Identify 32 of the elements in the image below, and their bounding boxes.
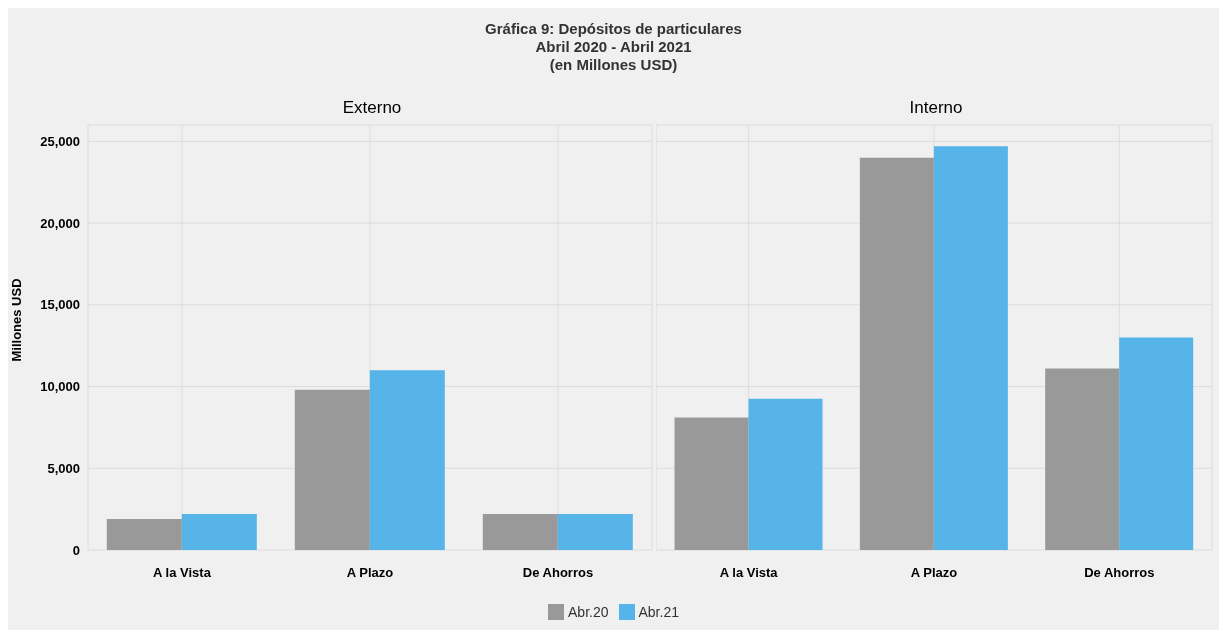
bar [1045,368,1120,550]
bar [181,514,257,550]
y-tick-label: 10,000 [40,379,80,395]
x-tick-label: A Plazo [346,565,394,581]
bar [106,518,182,550]
bar [933,146,1008,550]
chart-title: Interno [908,98,964,119]
text: Abril 2020 - Abril 2021 [534,38,693,56]
bar [482,514,558,550]
bar [748,398,823,550]
text: Gráfica 9: Depósitos de particulares [484,20,743,38]
x-tick-label: De Ahorros [1084,565,1155,581]
legend-label: Abr.21 [638,604,679,620]
bar [674,417,749,550]
bar [859,157,934,550]
y-tick-label: 0 [72,542,80,558]
legend-label: Abr.20 [568,604,609,620]
bar [557,514,633,550]
y-tick-label: 25,000 [40,133,80,149]
x-tick-label: A Plazo [910,565,958,581]
bar [369,370,445,550]
y-tick-label: 15,000 [40,297,80,313]
x-tick-label: A la Vista [153,565,212,581]
bar [294,389,370,550]
y-tick-label: 20,000 [40,215,80,231]
y-tick-label: 5,000 [47,460,80,476]
text: (en Millones USD) [548,56,679,74]
x-tick-label: De Ahorros [522,565,594,581]
y-axis-title: Millones USD [8,278,24,362]
bar [1119,337,1194,550]
x-tick-label: A la Vista [719,565,779,581]
chart-title: Externo [341,98,403,119]
